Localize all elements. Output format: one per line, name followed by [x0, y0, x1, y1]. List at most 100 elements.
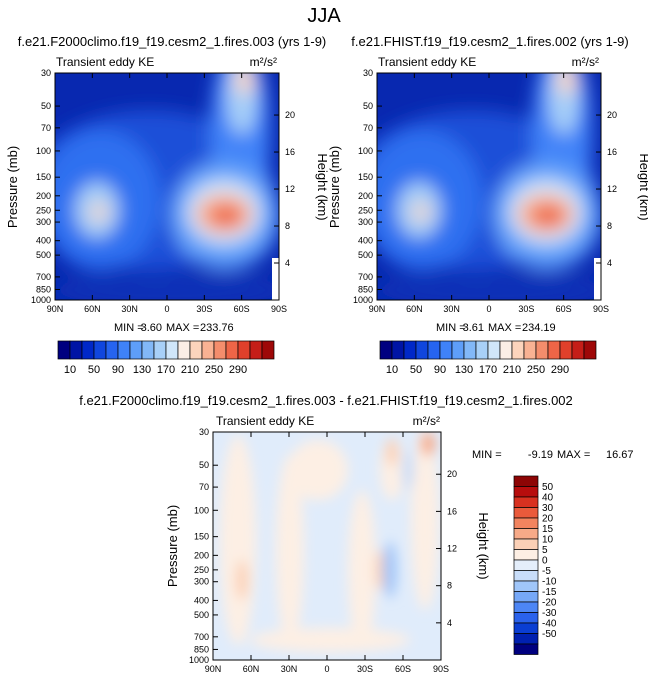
- panel-1: f.e21.F2000climo.f19_f19.cesm2_1.fires.0…: [5, 34, 330, 376]
- panel-1-colorbar-swatch: [105, 340, 119, 360]
- panel-2-colorbar-swatch: [547, 340, 561, 360]
- panel-3-xtick-label: 30S: [357, 664, 373, 674]
- panel-1-colorbar-label: 130: [133, 364, 151, 376]
- panel-2-colorbar-swatch: [463, 340, 477, 360]
- panel-1-ytick-label: 200: [36, 191, 51, 201]
- panel-2-ytick-label: 150: [358, 172, 373, 182]
- panel-1-ytick-label: 50: [41, 101, 51, 111]
- panel-1-top-cap: [235, 73, 255, 94]
- panel-3-ytick-label: 200: [194, 550, 209, 560]
- panel-3-colorbar-swatch: [513, 559, 539, 571]
- panel-3-max-value: 16.67: [606, 449, 634, 461]
- panel-1-ytick-label: 300: [36, 217, 51, 227]
- panel-1-colorbar-swatch: [165, 340, 179, 360]
- panel-1-subtitle: Transient eddy KE: [56, 55, 154, 69]
- panel-1-colorbar-label: 290: [229, 364, 247, 376]
- panel-2-xtick-label: 90S: [593, 304, 609, 314]
- panel-3-negative-core-1: [383, 542, 397, 598]
- panel-3-positive-band-5: [380, 440, 404, 500]
- panel-2-colorbar-label: 50: [410, 364, 422, 376]
- panel-1-ylabel: Pressure (mb): [5, 146, 20, 228]
- panel-1-colorbar-swatch: [129, 340, 143, 360]
- panel-1-xtick-label: 90S: [271, 304, 287, 314]
- panel-1-left-jet-core: [91, 203, 107, 221]
- panel-3-colorbar-label: -50: [542, 629, 557, 640]
- panel-3-colorbar-label: 15: [542, 524, 554, 535]
- panel-1-ytick-label: 400: [36, 236, 51, 246]
- panel-2-ytick-label: 200: [358, 191, 373, 201]
- panel-3-positive-band-1: [220, 435, 256, 645]
- panel-2-ytick-label: 300: [358, 217, 373, 227]
- panel-1-colorbar-swatch: [213, 340, 227, 360]
- panel-1-colorbar-swatch: [189, 340, 203, 360]
- panel-2-ytick-right-label: 12: [607, 184, 617, 194]
- panel-2-ylabel-right: Height (km): [637, 153, 648, 220]
- panel-2-top-cap: [557, 73, 577, 94]
- panel-3-ytick-label: 50: [199, 460, 209, 470]
- panel-2-xtick-label: 0: [486, 304, 491, 314]
- panel-2-ytick-label: 250: [358, 205, 373, 215]
- panel-2-colorbar-swatch: [379, 340, 393, 360]
- panel-2-ytick-label: 500: [358, 250, 373, 260]
- panel-3-colorbar-swatch: [513, 507, 539, 519]
- panel-3-colorbar-swatch: [513, 601, 539, 613]
- panel-1-right-jet-core: [209, 205, 243, 227]
- panel-3-colorbar-label: -10: [542, 577, 557, 588]
- panel-3-colorbar-label: -5: [542, 566, 551, 577]
- panel-2-colorbar-swatch: [487, 340, 501, 360]
- panel-3-xtick-label: 30N: [281, 664, 298, 674]
- panel-2-xtick-label: 60N: [406, 304, 423, 314]
- panel-2-colorbar-swatch: [583, 340, 597, 360]
- panel-2-max-label: MAX =: [488, 322, 521, 334]
- panel-2-colorbar-label: 90: [434, 364, 446, 376]
- panel-1-colorbar-label: 50: [88, 364, 100, 376]
- panel-1-colorbar-swatch: [201, 340, 215, 360]
- panel-1-ytick-right-label: 12: [285, 184, 295, 194]
- panel-3-positive-core-4: [421, 432, 435, 456]
- panel-2-ytick-label: 400: [358, 236, 373, 246]
- panel-3-colorbar-label: 40: [542, 493, 554, 504]
- panel-1-colorbar-swatch: [225, 340, 239, 360]
- panel-1-colorbar-swatch: [69, 340, 83, 360]
- panel-2-colorbar-swatch: [535, 340, 549, 360]
- panel-2-ytick-label: 50: [363, 101, 373, 111]
- panel-3-colorbar-swatch: [513, 475, 539, 487]
- panel-3-colorbar-label: 5: [542, 545, 548, 556]
- panel-3-xtick-label: 60S: [395, 664, 411, 674]
- panel-2-colorbar-label: 290: [551, 364, 569, 376]
- panel-3-ytick-right-label: 4: [447, 618, 452, 628]
- panel-1-field: [55, 73, 279, 300]
- panel-3-colorbar-swatch: [513, 580, 539, 592]
- panel-3-xtick-label: 90N: [205, 664, 222, 674]
- panel-2-ytick-label: 100: [358, 146, 373, 156]
- panel-2-xtick-label: 30S: [518, 304, 534, 314]
- panel-3-colorbar-swatch: [513, 612, 539, 624]
- panel-3-ytick-label: 70: [199, 482, 209, 492]
- panel-2-colorbar-swatch: [475, 340, 489, 360]
- panel-1-ytick-label: 30: [41, 68, 51, 78]
- panel-3-ytick-right-label: 16: [447, 506, 457, 516]
- panel-1-colorbar-label: 10: [64, 364, 76, 376]
- panel-3-ytick-label: 500: [194, 610, 209, 620]
- panel-2-left-jet-core: [413, 203, 429, 221]
- panel-1-xtick-label: 60N: [84, 304, 101, 314]
- panel-1-title: f.e21.F2000climo.f19_f19.cesm2_1.fires.0…: [18, 34, 327, 49]
- panel-3-subtitle: Transient eddy KE: [216, 414, 314, 428]
- panel-1-colorbar-swatch: [141, 340, 155, 360]
- panel-3-colorbar-swatch: [513, 528, 539, 540]
- panel-1-surface-low: [55, 275, 279, 300]
- panel-2-ylabel: Pressure (mb): [327, 146, 342, 228]
- panel-1-ytick-right-label: 4: [285, 258, 290, 268]
- panel-2-colorbar-swatch: [391, 340, 405, 360]
- panel-3-colorbar-label: 10: [542, 535, 554, 546]
- panel-3-xtick-label: 0: [324, 664, 329, 674]
- panel-2-colorbar-label: 10: [386, 364, 398, 376]
- panel-1-colorbar-label: 210: [181, 364, 199, 376]
- panel-3-ytick-label: 400: [194, 595, 209, 605]
- panel-2-colorbar-swatch: [439, 340, 453, 360]
- panel-3-colorbar-label: -20: [542, 598, 557, 609]
- panel-3-colorbar-swatch: [513, 643, 539, 655]
- panel-2-ytick-right-label: 4: [607, 258, 612, 268]
